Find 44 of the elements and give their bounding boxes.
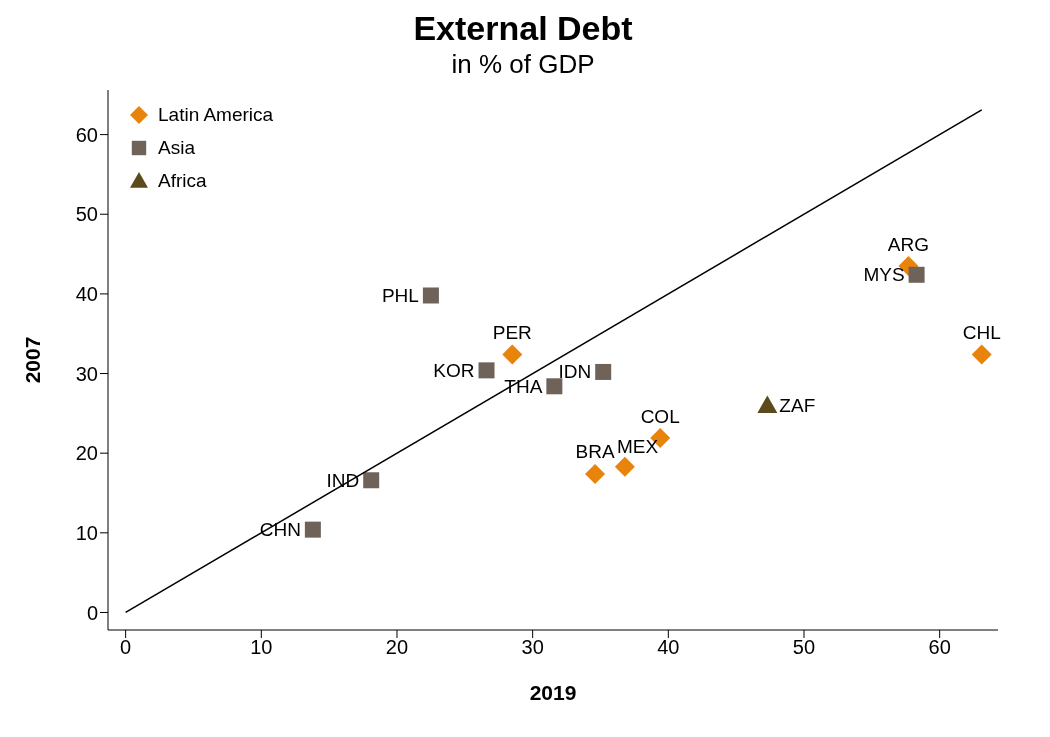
x-tick-label: 50 (792, 636, 816, 659)
y-tick-label: 60 (75, 123, 98, 146)
annotation: PHL (381, 284, 419, 306)
point (422, 287, 439, 304)
legend-label: Latin America (158, 103, 274, 126)
point (304, 521, 321, 538)
legend-label: Africa (158, 169, 207, 192)
point (971, 344, 992, 365)
chart-title: External Debt (412, 8, 634, 48)
x-tick-label: 0 (120, 636, 132, 659)
annotation: MEX (616, 436, 659, 458)
x-tick-label: 10 (250, 636, 273, 659)
legend-label: Asia (158, 136, 195, 159)
x-tick-label: 30 (521, 636, 544, 659)
x-tick-label: 40 (657, 636, 680, 659)
y-tick-label: 50 (75, 203, 98, 226)
annotation: ZAF (779, 394, 816, 416)
annotation: BRA (575, 441, 615, 463)
point (585, 463, 606, 484)
point (478, 362, 495, 379)
annotation: CHL (962, 321, 1001, 343)
annotation: ARG (887, 233, 930, 255)
point (546, 378, 563, 395)
annotation: COL (640, 405, 680, 427)
point (757, 395, 778, 413)
y-tick-label: 30 (75, 362, 98, 385)
point (363, 472, 380, 489)
x-tick-label: 20 (385, 636, 409, 659)
y-tick-label: 20 (75, 442, 98, 465)
x-tick-label: 60 (928, 636, 951, 659)
y-axis-title: 2007 (21, 336, 45, 384)
point (908, 266, 925, 283)
point (595, 363, 612, 380)
annotation: IDN (558, 361, 592, 383)
y-tick-label: 10 (75, 521, 98, 544)
point (502, 344, 523, 365)
y-tick-label: 0 (86, 601, 98, 624)
annotation: MYS (863, 264, 905, 286)
y-tick-label: 40 (75, 282, 98, 305)
annotation: KOR (433, 359, 475, 381)
annotation: PER (492, 321, 532, 343)
chart-subtitle: in % of GDP (450, 48, 596, 80)
point (614, 456, 635, 477)
x-axis-title: 2019 (529, 681, 577, 704)
